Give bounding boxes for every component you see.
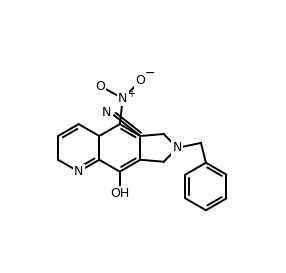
Text: OH: OH — [110, 187, 130, 200]
Text: +: + — [127, 90, 135, 99]
Text: O: O — [136, 74, 146, 87]
Text: O: O — [95, 80, 105, 93]
Text: N: N — [102, 106, 112, 119]
Text: N: N — [172, 141, 182, 155]
Text: −: − — [144, 67, 155, 80]
Text: N: N — [74, 165, 83, 178]
Text: N: N — [118, 92, 128, 105]
